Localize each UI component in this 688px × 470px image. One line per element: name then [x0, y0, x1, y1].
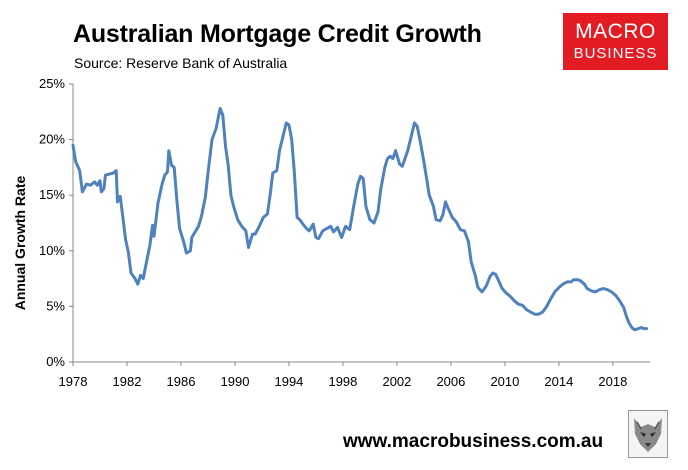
x-tick-label: 1990 [221, 374, 250, 389]
y-tick-label: 10% [39, 243, 65, 258]
chart-subtitle: Source: Reserve Bank of Australia [74, 55, 288, 71]
series-line [71, 107, 649, 332]
logo-line-2: BUSINESS [573, 45, 658, 62]
x-tick-label: 2018 [598, 374, 627, 389]
y-tick-label: 0% [46, 354, 65, 369]
x-tick-label: 2002 [382, 374, 411, 389]
x-tick-label: 2010 [490, 374, 519, 389]
y-tick-label: 5% [46, 298, 65, 313]
logo-line-1: MACRO [575, 20, 656, 43]
x-tick-label: 1994 [274, 374, 303, 389]
x-tick-label: 2014 [544, 374, 573, 389]
chart-title: Australian Mortgage Credit Growth [73, 20, 482, 48]
y-tick-label: 25% [39, 76, 65, 91]
wolf-logo-icon [628, 410, 668, 458]
y-tick-label: 20% [39, 132, 65, 147]
macro-business-logo: MACRO BUSINESS [563, 13, 668, 70]
x-tick-label: 1982 [113, 374, 142, 389]
x-tick-label: 2006 [436, 374, 465, 389]
y-axis-label: Annual Growth Rate [12, 176, 28, 311]
x-tick-label: 1998 [328, 374, 357, 389]
y-tick-label: 15% [39, 187, 65, 202]
x-tick-label: 1978 [59, 374, 88, 389]
website-url: www.macrobusiness.com.au [343, 431, 604, 452]
x-tick-label: 1986 [167, 374, 196, 389]
